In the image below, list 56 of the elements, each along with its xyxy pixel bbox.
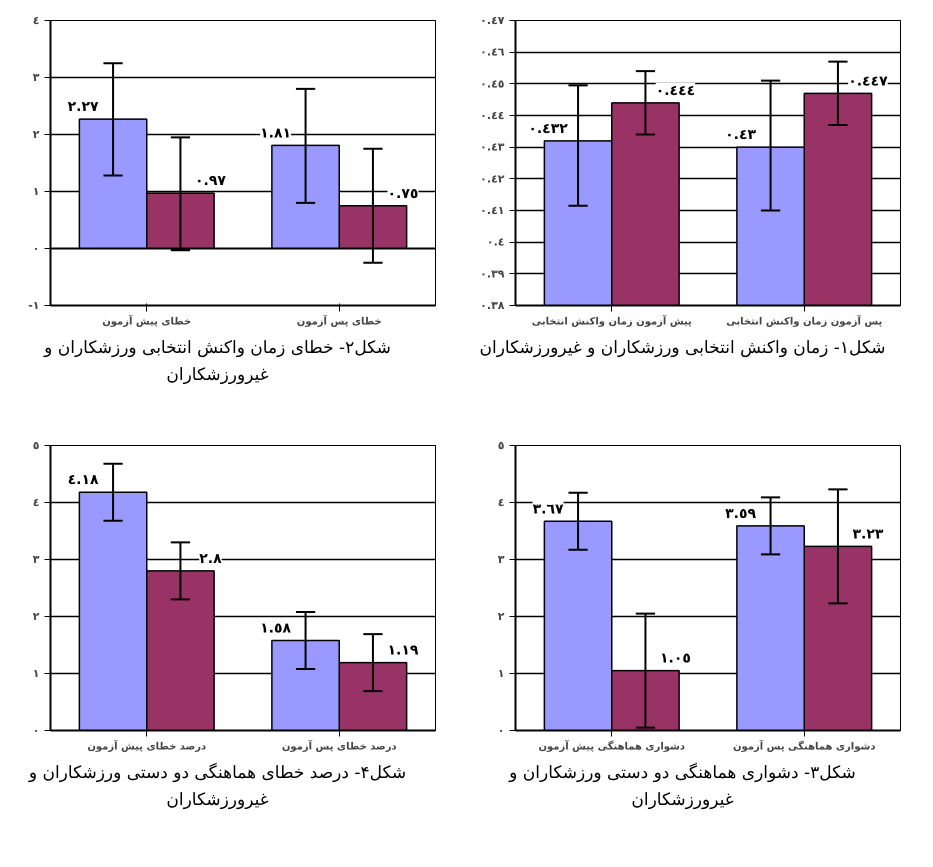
- y-tick-label: ٠.٤٣: [480, 140, 505, 154]
- y-tick-label: ٤: [32, 496, 40, 509]
- data-label: ١.٥٨: [260, 620, 292, 636]
- data-label: ٠.٩٧: [194, 173, 226, 190]
- x-tick-label: پیش آزمون زمان واکنش انتخابی: [532, 314, 692, 328]
- y-tick-label: ٠: [32, 242, 40, 255]
- data-label: ٤.١٨: [68, 472, 99, 488]
- x-tick-label: درصد خطای پس آزمون: [282, 740, 397, 752]
- y-tick-label: ١: [32, 185, 40, 198]
- y-tick-label: ٥: [32, 439, 40, 452]
- data-label: ١.٨١: [260, 125, 292, 142]
- y-tick-label: ٠: [498, 724, 505, 737]
- y-tick-label: ١: [498, 667, 505, 680]
- x-tick-label: خطای پیش آزمون: [102, 314, 192, 328]
- y-tick-label: ٢: [32, 610, 40, 623]
- y-tick-label: -١: [28, 299, 40, 312]
- y-tick-label: ٠.٤٧: [480, 14, 505, 27]
- y-tick-label: ٤: [32, 14, 40, 27]
- data-label: ٣.٢٣: [852, 526, 884, 542]
- y-tick-label: ٣: [498, 553, 505, 566]
- y-tick-label: ٣: [32, 553, 40, 566]
- y-tick-label: ٢: [32, 128, 40, 141]
- y-tick-label: ٠.٤٢: [480, 172, 505, 186]
- data-label: ٢.٨: [199, 550, 222, 567]
- data-label: ٣.٦٧: [532, 501, 564, 518]
- data-label: ٣.٥٩: [725, 506, 756, 522]
- data-label: ١.١٩: [387, 642, 419, 659]
- y-tick-label: ٥: [498, 439, 505, 452]
- data-label: ٠.٤٣٢: [528, 120, 568, 137]
- x-tick-label: پس آزمون زمان واکنش انتخابی: [726, 314, 882, 328]
- y-tick-label: ١: [32, 667, 40, 680]
- y-tick-label: ٠.٤٤: [480, 109, 505, 122]
- text: شکل۳- دشواری هماهنگی دو دستی ورزشکاران و غیرورزشکاران: [507, 762, 857, 812]
- y-tick-label: ٢: [498, 610, 505, 623]
- data-label: ١.٠٥: [660, 650, 691, 667]
- y-tick-label: ٠.٤١: [480, 204, 505, 217]
- y-tick-label: ٤: [498, 496, 505, 509]
- y-tick-label: ٠: [32, 724, 40, 737]
- data-label: ٠.٤٣: [725, 127, 756, 144]
- y-tick-label: ٣: [32, 71, 40, 84]
- y-tick-label: ٠.٤٥: [480, 77, 505, 90]
- data-label: ٠.٤٤٧: [848, 73, 888, 90]
- text: شکل۲- خطای زمان واکنش انتخابی ورزشکاران و غیرورزشکاران: [42, 337, 392, 388]
- y-tick-label: ٠.٣٩: [480, 267, 505, 280]
- data-label: ٠.٧٥: [387, 186, 418, 202]
- x-tick-label: خطای پس آزمون: [296, 314, 382, 328]
- data-label: ٢.٢٧: [68, 99, 99, 116]
- y-tick-label: ٠.٤٦: [480, 46, 505, 59]
- x-tick-label: دشواری هماهنگی پس آزمون: [733, 740, 876, 752]
- y-tick-label: ٠.٤: [486, 236, 505, 249]
- x-tick-label: درصد خطای پیش آزمون: [87, 740, 206, 752]
- data-label: ٠.٤٤٤: [656, 82, 696, 99]
- x-tick-label: دشواری هماهنگی پیش آزمون: [538, 740, 686, 752]
- text: شکل۱- زمان واکنش انتخابی ورزشکاران و غیرورزشکاران: [478, 337, 886, 360]
- text: شکل۴- درصد خطای هماهنگی دو دستی ورزشکاران و غیرورزشکاران: [27, 762, 408, 812]
- y-tick-label: ٠.٣٨: [480, 299, 505, 312]
